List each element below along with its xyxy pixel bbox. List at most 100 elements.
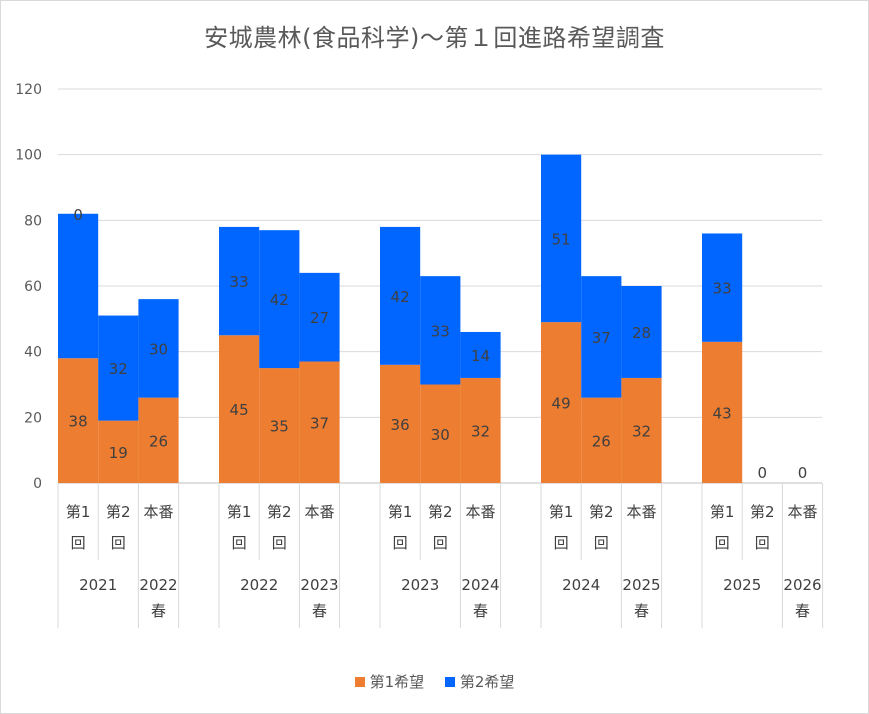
data-label: 51 xyxy=(552,230,571,248)
bar-segment-first-choice xyxy=(541,322,582,483)
bar-segment-second-choice xyxy=(58,213,99,359)
data-label: 26 xyxy=(592,432,611,450)
x-spring-label: 2024 xyxy=(461,576,499,594)
bar-segment-second-choice xyxy=(581,276,622,398)
data-label: 32 xyxy=(109,360,128,378)
x-category-label: 回 xyxy=(433,534,448,552)
bar-segment-first-choice xyxy=(420,384,461,483)
data-label: 0 xyxy=(73,206,83,224)
x-category-label: 第2 xyxy=(589,503,614,521)
data-label: 32 xyxy=(471,422,490,440)
x-group-label: 2023 xyxy=(401,576,439,594)
data-label: 30 xyxy=(431,426,450,444)
x-category-label: 回 xyxy=(554,534,569,552)
data-label: 32 xyxy=(632,422,651,440)
bar-segment-second-choice xyxy=(541,154,582,323)
bar-segment-first-choice xyxy=(460,377,501,483)
legend-swatch-second-choice xyxy=(444,676,455,687)
data-label: 19 xyxy=(109,444,128,462)
bar-segment-first-choice xyxy=(702,341,743,483)
x-spring-label: 2022 xyxy=(139,576,177,594)
chart-title: 安城農林(食品科学)～第１回進路希望調査 xyxy=(204,24,665,52)
x-spring-label: 2025 xyxy=(622,576,660,594)
bar-segment-second-choice xyxy=(98,315,139,421)
x-spring-label: 春 xyxy=(473,602,488,620)
x-category-label: 第1 xyxy=(710,503,735,521)
data-label: 35 xyxy=(270,418,289,436)
x-category-label: 第2 xyxy=(428,503,453,521)
bar-segment-first-choice xyxy=(581,397,622,483)
x-category-label: 第1 xyxy=(549,503,574,521)
x-category-label: 回 xyxy=(111,534,126,552)
data-label: 42 xyxy=(391,288,410,306)
y-tick-label: 40 xyxy=(24,345,42,361)
bars xyxy=(58,154,743,483)
bar-segment-second-choice xyxy=(259,230,300,369)
legend-label-first-choice: 第1希望 xyxy=(369,673,425,691)
x-category-label: 回 xyxy=(594,534,609,552)
data-label: 26 xyxy=(149,432,168,450)
bar-segment-first-choice xyxy=(138,397,179,483)
bar-segment-second-choice xyxy=(460,331,501,378)
x-spring-label: 2023 xyxy=(300,576,338,594)
legend-item-first-choice: 第1希望 xyxy=(354,671,425,692)
data-label: 33 xyxy=(713,280,732,298)
x-group-label: 2022 xyxy=(240,576,278,594)
data-label: 38 xyxy=(69,413,88,431)
legend-item-second-choice: 第2希望 xyxy=(444,671,514,692)
x-category-label: 第2 xyxy=(267,503,292,521)
data-label: 0 xyxy=(758,464,768,482)
data-label: 30 xyxy=(149,340,168,358)
bar-segment-first-choice xyxy=(380,364,421,483)
data-label: 37 xyxy=(592,329,611,347)
bar-segment-second-choice xyxy=(138,299,179,398)
bar-segment-second-choice xyxy=(380,226,421,365)
y-tick-label: 20 xyxy=(24,410,42,426)
bar-segment-second-choice xyxy=(702,233,743,342)
bar-segment-first-choice xyxy=(259,368,300,483)
x-category-label: 第2 xyxy=(750,503,775,521)
y-tick-label: 100 xyxy=(15,148,42,164)
x-category-label: 回 xyxy=(71,534,86,552)
x-group-label: 2025 xyxy=(723,576,761,594)
x-category-label: 本番 xyxy=(465,503,495,521)
x-category-label: 回 xyxy=(272,534,287,552)
x-category-label: 第2 xyxy=(106,503,131,521)
x-spring-label: 春 xyxy=(151,602,166,620)
data-label: 42 xyxy=(270,291,289,309)
x-category-label: 本番 xyxy=(626,503,656,521)
x-spring-label: 春 xyxy=(634,602,649,620)
bar-segment-second-choice xyxy=(420,276,461,385)
x-category-label: 回 xyxy=(393,534,408,552)
x-spring-label: 春 xyxy=(795,602,810,620)
data-label: 45 xyxy=(230,401,249,419)
y-tick-label: 0 xyxy=(33,476,42,492)
x-category-label: 第1 xyxy=(227,503,252,521)
x-spring-label: 春 xyxy=(312,602,327,620)
data-label: 14 xyxy=(471,347,490,365)
x-category-label: 本番 xyxy=(143,503,173,521)
x-category-label: 本番 xyxy=(787,503,817,521)
data-label: 27 xyxy=(310,309,329,327)
x-category-label: 第1 xyxy=(388,503,413,521)
bar-segment-first-choice xyxy=(219,335,260,483)
x-group-label: 2021 xyxy=(79,576,117,594)
legend: 第1希望 第2希望 xyxy=(0,671,869,692)
x-category-label: 第1 xyxy=(66,503,91,521)
bar-segment-second-choice xyxy=(299,272,340,362)
data-label: 49 xyxy=(552,395,571,413)
x-spring-label: 2026 xyxy=(783,576,821,594)
x-category-label: 本番 xyxy=(304,503,334,521)
y-tick-label: 60 xyxy=(24,279,42,295)
legend-swatch-first-choice xyxy=(354,676,365,687)
data-labels: 38 0 19 32 26 30 45 33 35 42 37 27 36 42 30 33 32 14 49 51 2… xyxy=(69,206,808,482)
bar-segment-first-choice xyxy=(299,361,340,483)
bar-segment-first-choice xyxy=(98,420,139,483)
data-label: 33 xyxy=(230,273,249,291)
x-category-label: 回 xyxy=(715,534,730,552)
y-axis-ticks: 0 20 40 60 80 100 120 xyxy=(15,82,42,492)
data-label: 36 xyxy=(391,416,410,434)
data-label: 28 xyxy=(632,324,651,342)
data-label: 0 xyxy=(798,464,808,482)
